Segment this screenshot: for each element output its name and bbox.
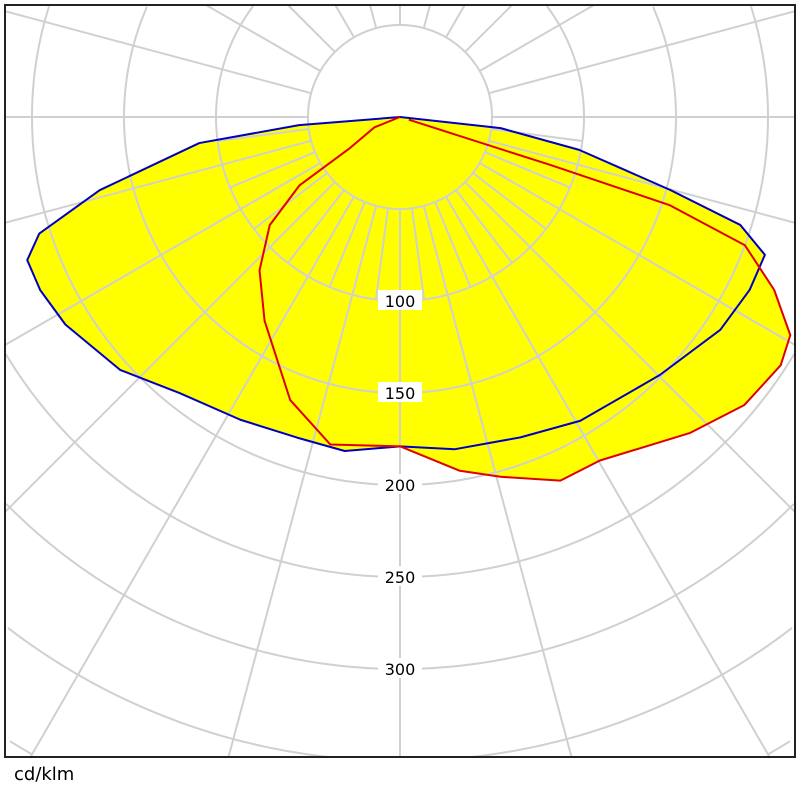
grid-spoke	[464, 4, 513, 53]
tick-label-bg	[378, 474, 422, 494]
series-line-1	[258, 116, 792, 482]
radial-tick-label: 100	[385, 292, 416, 311]
grid-spoke-minor	[455, 189, 513, 264]
grid-circle-400	[9, 740, 33, 756]
grid-spoke	[464, 181, 796, 513]
grid-spoke	[4, 139, 312, 224]
grid-spoke-minor	[374, 208, 389, 300]
unit-label: cd/klm	[14, 764, 75, 785]
grid-circle-300	[5, 503, 401, 670]
grid-spoke-minor	[472, 172, 547, 230]
grid-spoke	[488, 10, 796, 95]
grid-spoke	[334, 4, 355, 38]
grid-spoke	[488, 139, 796, 224]
grid-spoke-minor	[229, 151, 316, 189]
grid-spoke-minor	[287, 189, 345, 264]
radial-tick-label: 200	[385, 476, 416, 495]
grid-spoke	[445, 196, 771, 758]
grid-spoke	[227, 205, 378, 758]
series-line-0	[26, 116, 766, 453]
grid-spoke-minor	[434, 201, 472, 288]
polar-intensity-chart: 100 150 200 250 300	[4, 4, 796, 758]
grid-circle-400	[767, 740, 791, 756]
grid-spoke	[4, 10, 312, 95]
grid-spoke	[205, 4, 321, 72]
radial-tick-label: 300	[385, 660, 416, 679]
grid-circle-250	[4, 353, 401, 578]
grid-circle-300	[399, 503, 795, 670]
grid-spoke	[287, 4, 336, 53]
grid-spoke	[479, 162, 796, 346]
plot-frame	[4, 4, 796, 758]
grid-circle-150	[399, 6, 678, 394]
tick-label-bg	[378, 290, 422, 310]
grid-spoke-minor	[217, 128, 309, 143]
grid-spoke-minor	[491, 128, 583, 143]
grid-circle-350	[7, 627, 328, 758]
radial-tick-label: 250	[385, 568, 416, 587]
series-fill-1	[259, 117, 791, 481]
grid-spoke	[369, 4, 378, 29]
radial-tick-label: 150	[385, 384, 416, 403]
grid-circle-100	[214, 5, 401, 302]
grid-circle-350	[472, 627, 793, 758]
grid-circle-200	[30, 6, 401, 486]
tick-label-bg	[378, 566, 422, 586]
grid-spoke-minor	[253, 172, 328, 230]
grid-circle-150	[122, 6, 401, 394]
grid-spoke	[445, 4, 466, 38]
grid-spoke	[29, 196, 355, 758]
grid-spoke	[422, 205, 573, 758]
tick-label-bg	[378, 658, 422, 678]
grid-spoke	[422, 4, 431, 29]
grid-spoke	[479, 4, 595, 72]
grid-spoke-minor	[328, 201, 366, 288]
grid-circle-250	[399, 353, 796, 578]
tick-label-bg	[378, 382, 422, 402]
grid-spoke-minor	[411, 208, 426, 300]
grid-spoke-minor	[484, 151, 571, 189]
grid-spoke	[4, 181, 336, 513]
grid-circle-100	[399, 5, 586, 302]
grid-circle-200	[399, 6, 770, 486]
